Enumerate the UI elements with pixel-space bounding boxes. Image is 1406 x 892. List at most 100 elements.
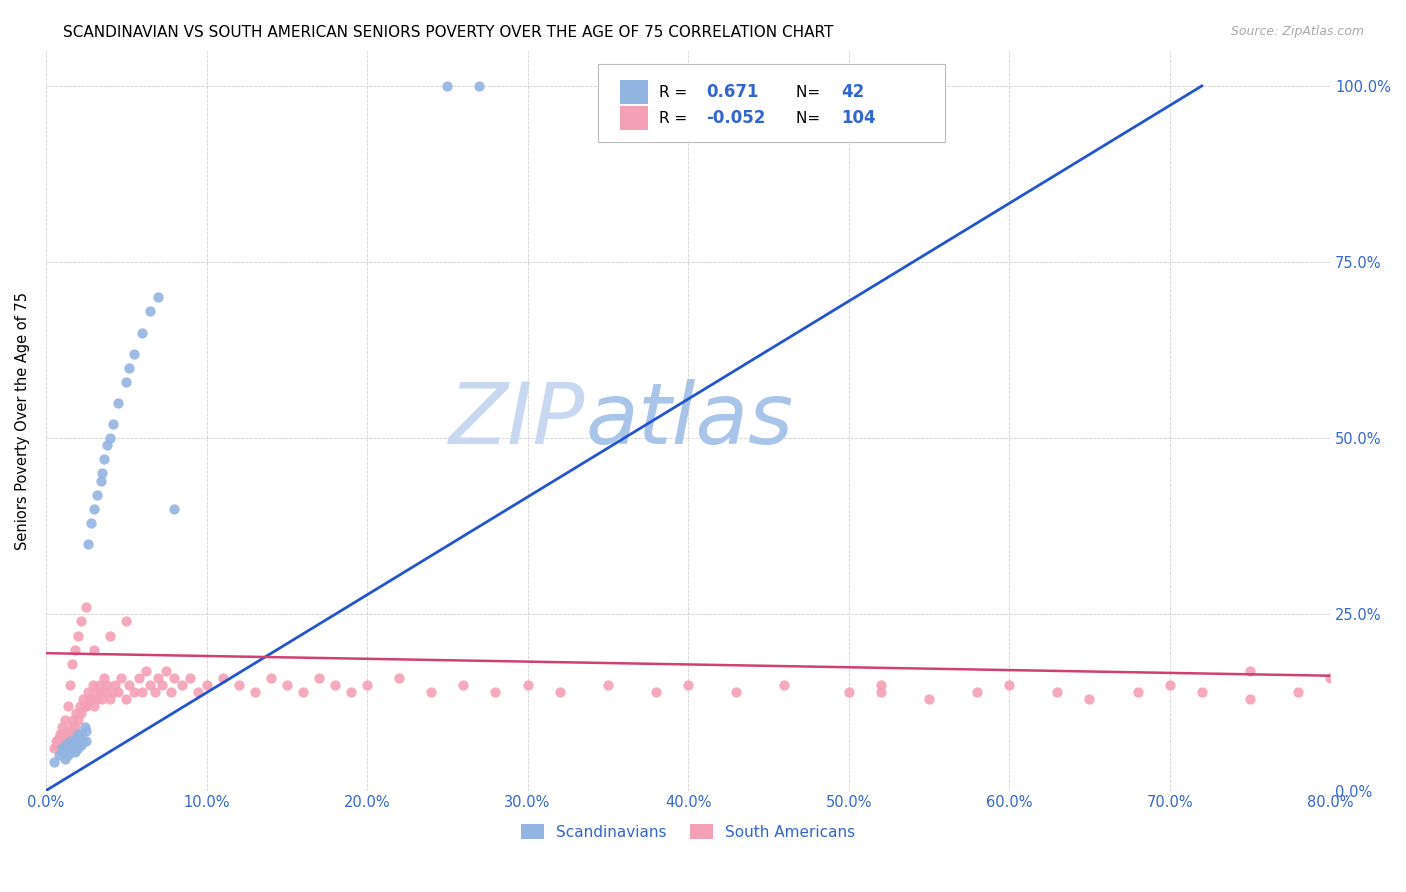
Point	[725, 685, 748, 699]
Point	[918, 692, 941, 706]
Point	[122, 347, 145, 361]
Point	[90, 474, 112, 488]
Point	[548, 685, 571, 699]
Point	[87, 678, 110, 692]
Point	[91, 467, 114, 481]
Point	[869, 678, 891, 692]
Point	[143, 685, 166, 699]
Point	[86, 692, 108, 706]
Point	[72, 734, 94, 748]
Point	[645, 685, 668, 699]
Point	[276, 678, 298, 692]
Point	[53, 713, 76, 727]
Point	[93, 671, 115, 685]
Point	[1191, 685, 1213, 699]
Point	[83, 642, 105, 657]
Point	[160, 685, 183, 699]
Point	[75, 734, 97, 748]
Point	[59, 678, 82, 692]
Point	[420, 685, 443, 699]
Point	[139, 678, 162, 692]
Y-axis label: Seniors Poverty Over the Age of 75: Seniors Poverty Over the Age of 75	[15, 292, 30, 549]
Point	[148, 290, 170, 304]
Text: -0.052: -0.052	[706, 110, 765, 128]
Point	[56, 731, 79, 745]
Point	[163, 501, 186, 516]
Point	[1286, 685, 1309, 699]
Point	[1046, 685, 1069, 699]
Point	[60, 720, 83, 734]
Point	[163, 671, 186, 685]
Point	[869, 685, 891, 699]
Point	[323, 678, 346, 692]
Point	[128, 671, 150, 685]
Point	[60, 741, 83, 756]
Point	[67, 629, 90, 643]
Point	[1319, 671, 1341, 685]
Point	[838, 685, 860, 699]
Point	[58, 698, 80, 713]
Point	[53, 738, 76, 752]
Point	[1126, 685, 1149, 699]
FancyBboxPatch shape	[620, 80, 648, 104]
Point	[260, 671, 283, 685]
Point	[70, 615, 93, 629]
Point	[340, 685, 363, 699]
Point	[59, 745, 82, 759]
Text: SCANDINAVIAN VS SOUTH AMERICAN SENIORS POVERTY OVER THE AGE OF 75 CORRELATION CH: SCANDINAVIAN VS SOUTH AMERICAN SENIORS P…	[63, 25, 834, 40]
Point	[388, 671, 411, 685]
Point	[356, 678, 378, 692]
Point	[453, 678, 475, 692]
Point	[51, 734, 73, 748]
Text: Source: ZipAtlas.com: Source: ZipAtlas.com	[1230, 25, 1364, 38]
Point	[150, 678, 173, 692]
Text: ZIP: ZIP	[449, 379, 585, 462]
Point	[998, 678, 1021, 692]
Point	[70, 738, 93, 752]
Point	[291, 685, 314, 699]
Point	[58, 723, 80, 738]
Point	[42, 756, 65, 770]
Point	[98, 629, 121, 643]
Point	[118, 360, 141, 375]
Point	[48, 748, 70, 763]
Point	[70, 727, 93, 741]
Point	[93, 452, 115, 467]
Point	[62, 738, 84, 752]
Point	[96, 678, 118, 692]
Point	[75, 723, 97, 738]
Point	[46, 738, 69, 752]
Point	[45, 734, 67, 748]
Point	[63, 745, 86, 759]
Point	[308, 671, 330, 685]
Point	[65, 706, 87, 720]
Point	[82, 678, 104, 692]
Point	[211, 671, 233, 685]
Point	[76, 537, 98, 551]
Point	[516, 678, 538, 692]
Text: N=: N=	[796, 85, 825, 100]
Point	[139, 304, 162, 318]
Text: 0.671: 0.671	[706, 83, 759, 102]
Point	[96, 438, 118, 452]
Point	[84, 685, 107, 699]
Point	[187, 685, 209, 699]
Point	[94, 685, 117, 699]
Point	[107, 685, 129, 699]
Point	[51, 741, 73, 756]
Point	[75, 600, 97, 615]
Point	[79, 692, 101, 706]
Point	[115, 615, 138, 629]
Point	[59, 727, 82, 741]
Point	[103, 685, 125, 699]
Point	[49, 727, 72, 741]
Point	[67, 727, 90, 741]
Point	[63, 642, 86, 657]
Point	[155, 664, 177, 678]
Point	[172, 678, 194, 692]
Point	[773, 678, 796, 692]
Point	[86, 488, 108, 502]
Point	[966, 685, 988, 699]
Point	[42, 741, 65, 756]
Point	[1078, 692, 1101, 706]
